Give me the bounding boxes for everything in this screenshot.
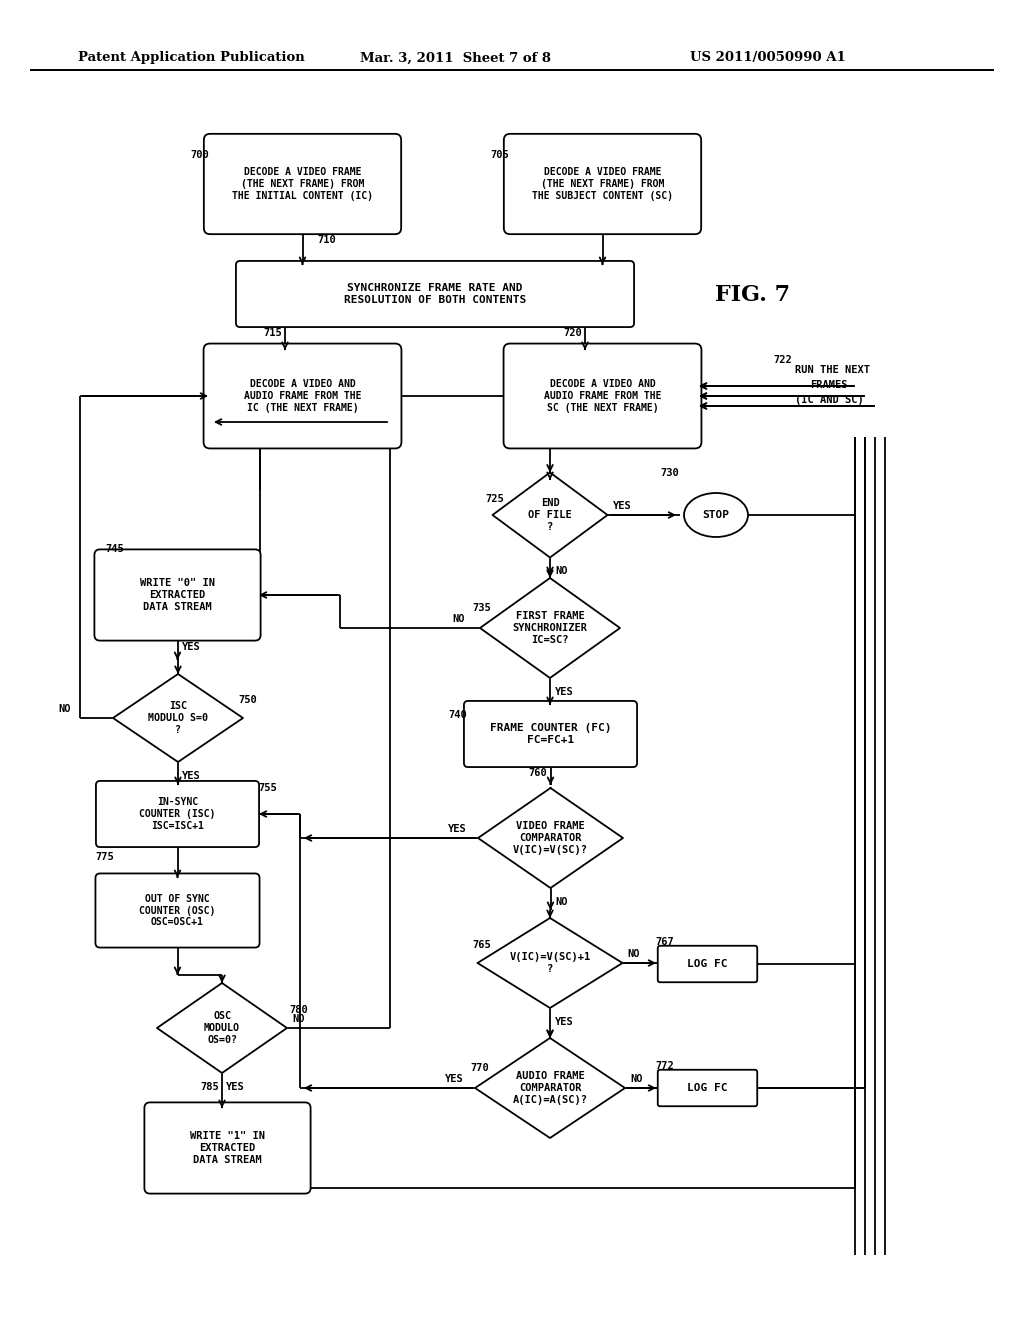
- Polygon shape: [493, 473, 607, 557]
- Text: 760: 760: [528, 768, 547, 777]
- FancyBboxPatch shape: [657, 1069, 757, 1106]
- Polygon shape: [113, 675, 243, 762]
- Text: 710: 710: [317, 235, 336, 246]
- FancyBboxPatch shape: [504, 133, 701, 234]
- Text: 722: 722: [773, 355, 792, 366]
- Text: US 2011/0050990 A1: US 2011/0050990 A1: [690, 51, 846, 65]
- Text: 715: 715: [263, 327, 282, 338]
- Text: (IC AND SC): (IC AND SC): [795, 395, 864, 405]
- Polygon shape: [477, 917, 623, 1008]
- Polygon shape: [480, 578, 620, 678]
- Text: YES: YES: [555, 686, 573, 697]
- Text: NO: NO: [58, 704, 71, 714]
- Text: 770: 770: [470, 1063, 488, 1073]
- Text: END
OF FILE
?: END OF FILE ?: [528, 499, 571, 532]
- Text: 735: 735: [472, 603, 490, 612]
- FancyBboxPatch shape: [464, 701, 637, 767]
- Text: 740: 740: [449, 710, 467, 719]
- Text: WRITE "0" IN
EXTRACTED
DATA STREAM: WRITE "0" IN EXTRACTED DATA STREAM: [140, 578, 215, 611]
- Text: YES: YES: [612, 502, 631, 511]
- Text: YES: YES: [555, 1016, 573, 1027]
- Text: V(IC)=V(SC)+1
?: V(IC)=V(SC)+1 ?: [509, 952, 591, 974]
- Text: 767: 767: [655, 937, 674, 946]
- FancyBboxPatch shape: [96, 781, 259, 847]
- FancyBboxPatch shape: [504, 343, 701, 449]
- Text: OUT OF SYNC
COUNTER (OSC)
OSC=OSC+1: OUT OF SYNC COUNTER (OSC) OSC=OSC+1: [139, 894, 216, 927]
- Text: NO: NO: [292, 1014, 304, 1024]
- Text: DECODE A VIDEO AND
AUDIO FRAME FROM THE
SC (THE NEXT FRAME): DECODE A VIDEO AND AUDIO FRAME FROM THE …: [544, 379, 662, 413]
- Text: YES: YES: [181, 642, 201, 652]
- Text: FRAMES: FRAMES: [810, 380, 848, 389]
- Text: 772: 772: [655, 1061, 674, 1071]
- Text: NO: NO: [452, 614, 465, 624]
- Text: DECODE A VIDEO FRAME
(THE NEXT FRAME) FROM
THE INITIAL CONTENT (IC): DECODE A VIDEO FRAME (THE NEXT FRAME) FR…: [232, 168, 373, 201]
- Polygon shape: [157, 983, 287, 1073]
- Text: YES: YES: [226, 1082, 245, 1092]
- Text: NO: NO: [555, 898, 568, 907]
- Text: LOG FC: LOG FC: [687, 960, 728, 969]
- Text: YES: YES: [182, 771, 201, 781]
- FancyBboxPatch shape: [236, 261, 634, 327]
- FancyBboxPatch shape: [204, 343, 401, 449]
- Text: DECODE A VIDEO AND
AUDIO FRAME FROM THE
IC (THE NEXT FRAME): DECODE A VIDEO AND AUDIO FRAME FROM THE …: [244, 379, 361, 413]
- Text: 750: 750: [238, 696, 257, 705]
- Text: Patent Application Publication: Patent Application Publication: [78, 51, 305, 65]
- Text: FIG. 7: FIG. 7: [715, 284, 791, 306]
- Polygon shape: [475, 1038, 625, 1138]
- Text: 730: 730: [660, 469, 679, 478]
- Text: FRAME COUNTER (FC)
FC=FC+1: FRAME COUNTER (FC) FC=FC+1: [489, 723, 611, 744]
- Text: 705: 705: [490, 150, 509, 160]
- Text: SYNCHRONIZE FRAME RATE AND
RESOLUTION OF BOTH CONTENTS: SYNCHRONIZE FRAME RATE AND RESOLUTION OF…: [344, 284, 526, 305]
- Text: NO: NO: [630, 1074, 642, 1084]
- Text: 745: 745: [105, 544, 124, 554]
- Text: 700: 700: [190, 150, 209, 160]
- Text: FIRST FRAME
SYNCHRONIZER
IC=SC?: FIRST FRAME SYNCHRONIZER IC=SC?: [512, 611, 588, 644]
- FancyBboxPatch shape: [204, 133, 401, 234]
- Text: YES: YES: [449, 824, 467, 834]
- Polygon shape: [478, 788, 623, 888]
- Text: IN-SYNC
COUNTER (ISC)
ISC=ISC+1: IN-SYNC COUNTER (ISC) ISC=ISC+1: [139, 797, 216, 830]
- Text: 775: 775: [95, 851, 114, 862]
- Text: LOG FC: LOG FC: [687, 1082, 728, 1093]
- Text: STOP: STOP: [702, 510, 729, 520]
- Text: DECODE A VIDEO FRAME
(THE NEXT FRAME) FROM
THE SUBJECT CONTENT (SC): DECODE A VIDEO FRAME (THE NEXT FRAME) FR…: [532, 168, 673, 201]
- Text: ISC
MODULO S=0
?: ISC MODULO S=0 ?: [148, 701, 208, 735]
- Text: VIDEO FRAME
COMPARATOR
V(IC)=V(SC)?: VIDEO FRAME COMPARATOR V(IC)=V(SC)?: [513, 821, 588, 854]
- Text: 785: 785: [200, 1082, 219, 1092]
- FancyBboxPatch shape: [144, 1102, 310, 1193]
- FancyBboxPatch shape: [95, 874, 259, 948]
- Text: OSC
MODULO
OS=0?: OSC MODULO OS=0?: [204, 1011, 240, 1044]
- Text: NO: NO: [555, 566, 567, 577]
- Text: 720: 720: [563, 327, 582, 338]
- FancyBboxPatch shape: [94, 549, 260, 640]
- Text: Mar. 3, 2011  Sheet 7 of 8: Mar. 3, 2011 Sheet 7 of 8: [360, 51, 551, 65]
- Text: AUDIO FRAME
COMPARATOR
A(IC)=A(SC)?: AUDIO FRAME COMPARATOR A(IC)=A(SC)?: [512, 1072, 588, 1105]
- Text: 755: 755: [258, 783, 276, 793]
- Text: 780: 780: [289, 1005, 308, 1015]
- FancyBboxPatch shape: [657, 945, 757, 982]
- Ellipse shape: [684, 492, 748, 537]
- Text: 725: 725: [485, 494, 504, 504]
- Text: YES: YES: [445, 1074, 464, 1084]
- Text: RUN THE NEXT: RUN THE NEXT: [795, 366, 870, 375]
- Text: NO: NO: [628, 949, 640, 960]
- Text: 765: 765: [472, 940, 490, 950]
- Text: WRITE "1" IN
EXTRACTED
DATA STREAM: WRITE "1" IN EXTRACTED DATA STREAM: [190, 1131, 265, 1164]
